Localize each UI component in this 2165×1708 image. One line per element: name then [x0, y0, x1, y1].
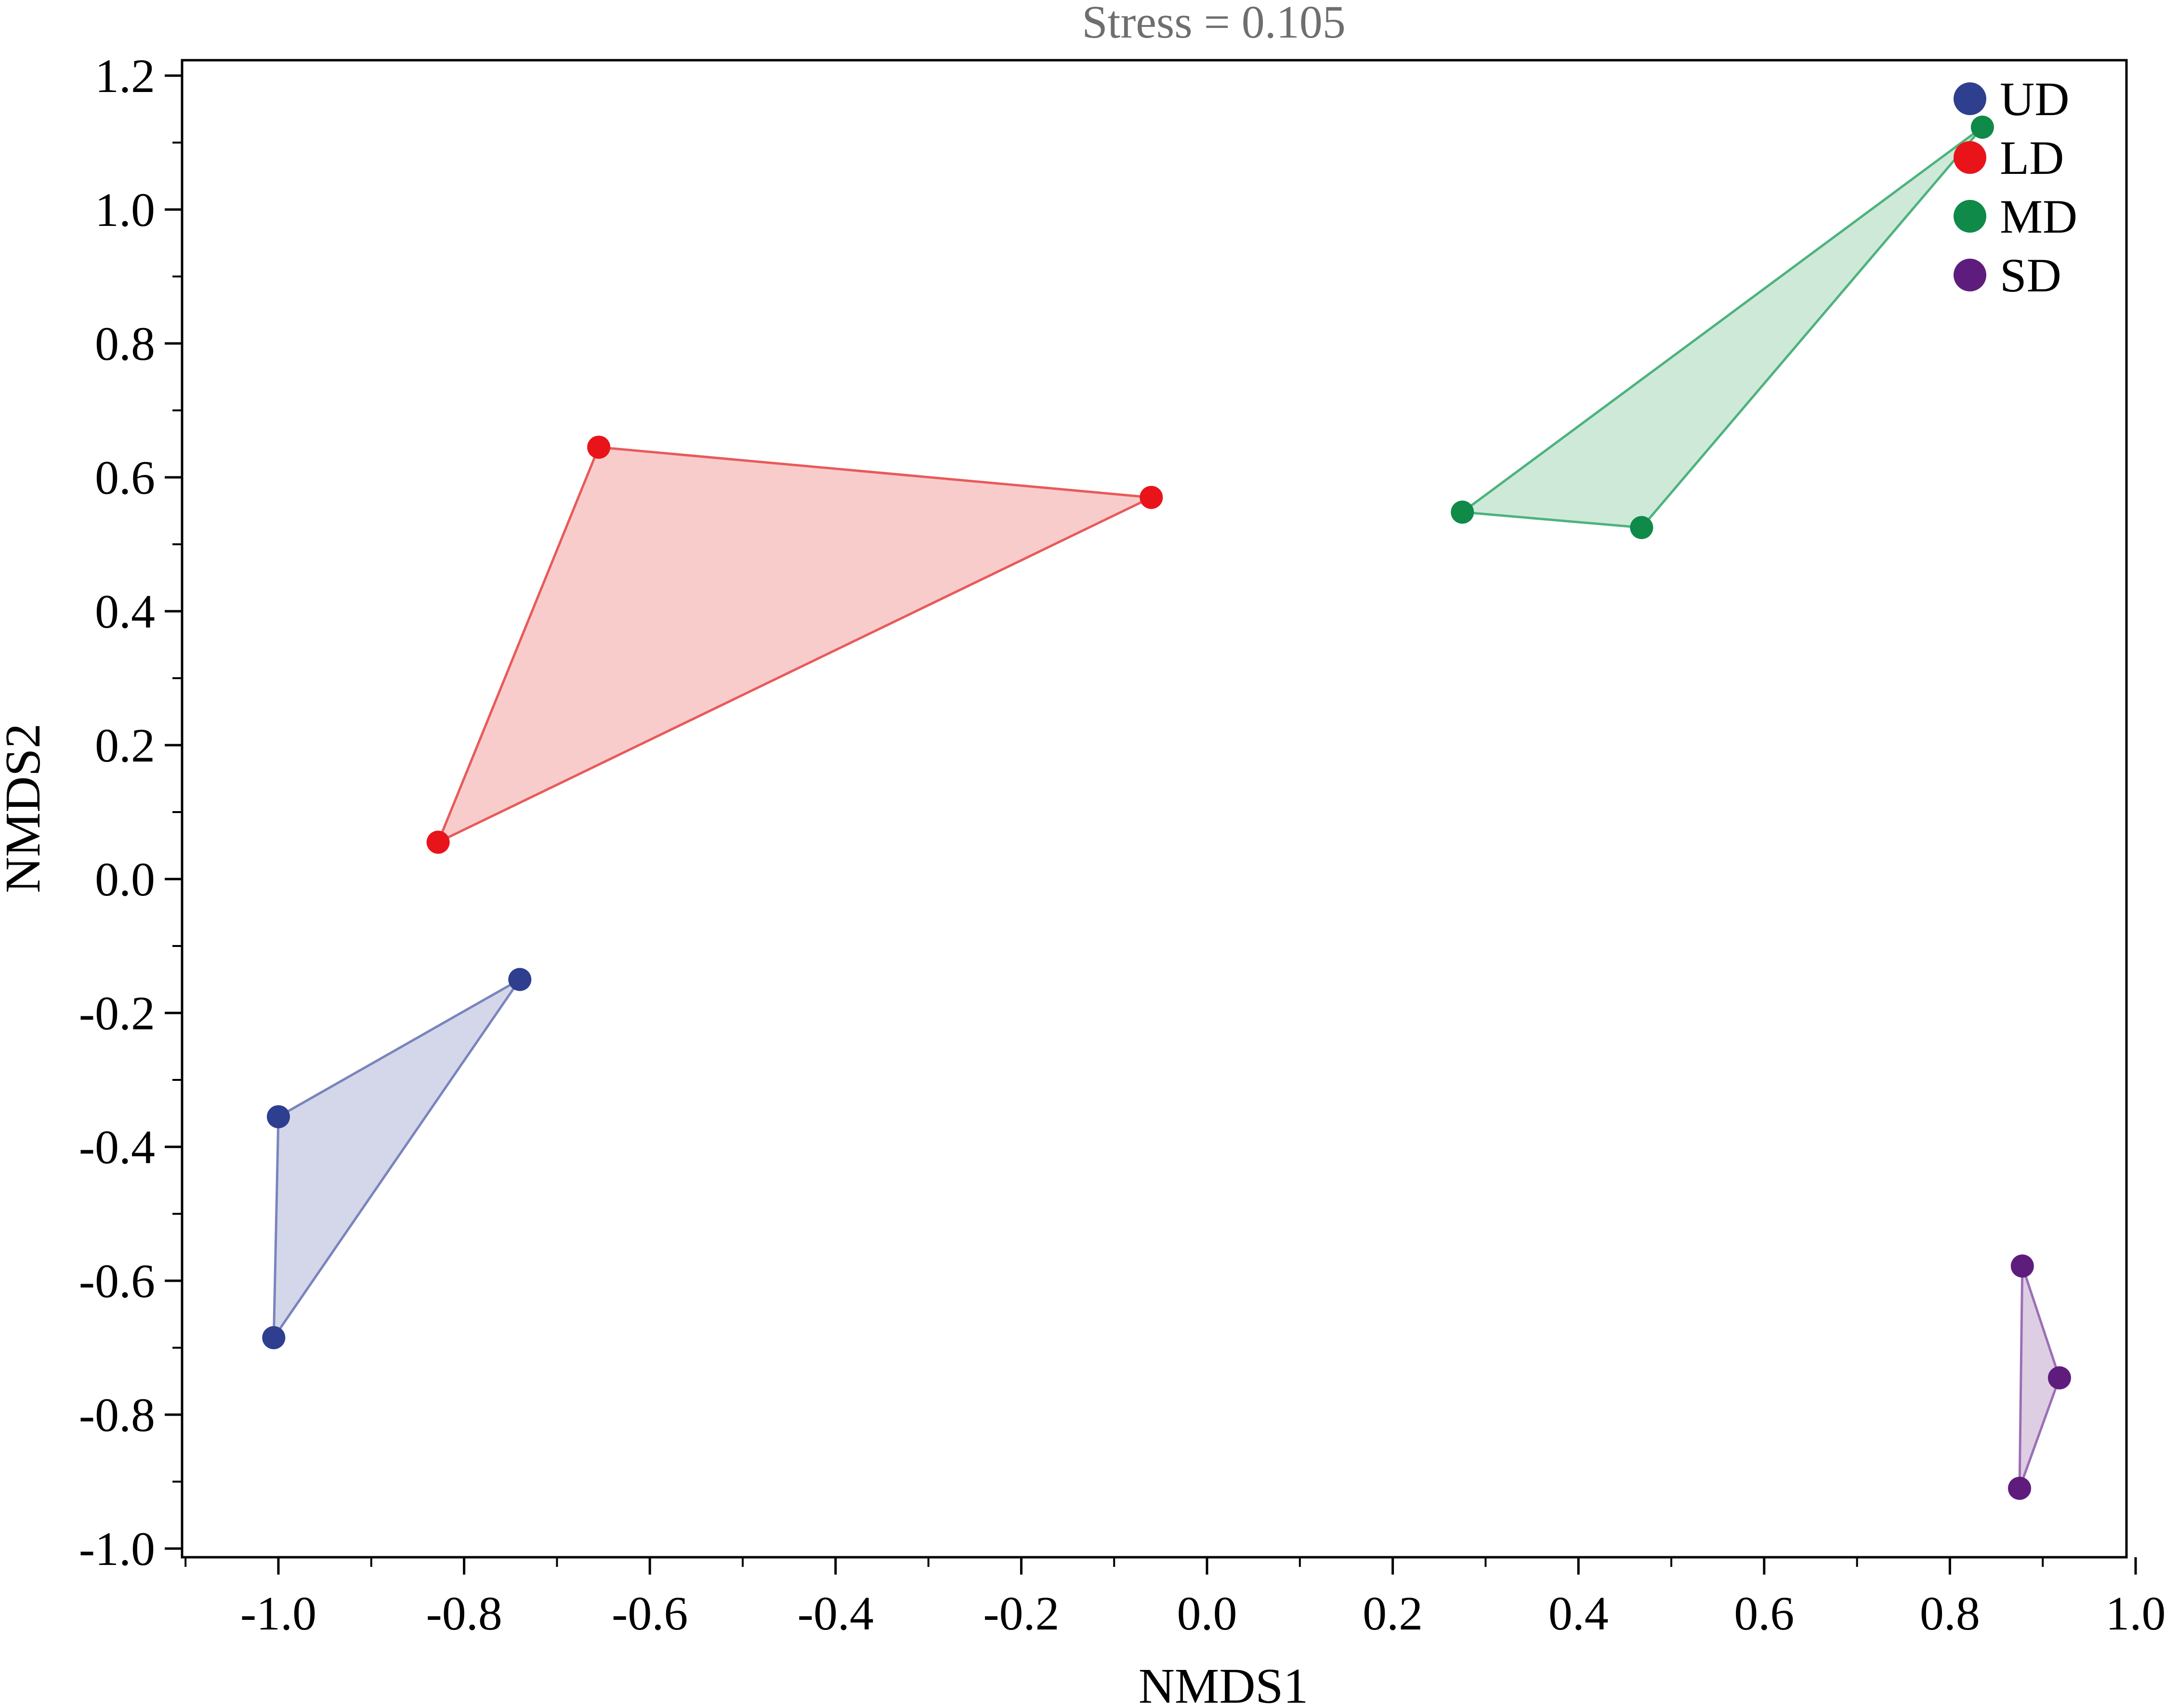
point-md [1970, 116, 1994, 139]
x-tick-label: -1.0 [240, 1587, 316, 1640]
x-tick-label: 0.6 [1734, 1587, 1794, 1640]
legend-marker-sd [1954, 259, 1986, 291]
y-tick-label: 0.0 [95, 853, 155, 906]
y-tick-label: -0.6 [79, 1254, 155, 1308]
x-axis: -1.0 -0.8 -0.6 -0.4 -0.2 0.0 0.2 0.4 0.6 0.8 1.0 [184, 1557, 2165, 1640]
y-tick-label: 1.2 [95, 49, 155, 103]
y-axis-title: NMDS2 [0, 723, 51, 893]
point-sd [2010, 1254, 2034, 1278]
y-tick-label: 0.2 [95, 719, 155, 772]
y-tick-label: 0.4 [95, 585, 155, 638]
x-axis-title: NMDS1 [1139, 1658, 1309, 1708]
point-ud [267, 1105, 290, 1129]
legend-marker-ud [1954, 82, 1986, 115]
x-tick-label: -0.4 [798, 1587, 874, 1640]
x-tick-label: 0.8 [1920, 1587, 1980, 1640]
data-points [262, 116, 2071, 1500]
point-ld [1140, 486, 1163, 509]
point-ud [262, 1326, 286, 1350]
hull-ud [272, 978, 521, 1339]
point-ud [508, 968, 532, 991]
y-tick-label: -0.4 [79, 1120, 155, 1174]
legend-label-sd: SD [2000, 249, 2061, 302]
y-tick-label: -0.8 [79, 1388, 155, 1442]
legend-label-ud: UD [2000, 72, 2069, 126]
group-hulls [272, 126, 2061, 1490]
x-tick-label: 0.4 [1548, 1587, 1609, 1640]
y-tick-label: 0.8 [95, 317, 155, 370]
hull-ld [437, 446, 1153, 844]
y-axis: 1.2 1.0 0.8 0.6 0.4 0.2 0.0 -0.2 -0.4 -0.6 -0.8 -1.… [79, 49, 182, 1576]
y-tick-label: -0.2 [79, 986, 155, 1040]
hull-sd [2018, 1264, 2061, 1490]
point-md [1630, 516, 1653, 539]
point-sd [2008, 1476, 2031, 1500]
x-tick-label: -0.2 [983, 1587, 1059, 1640]
plot-frame [181, 59, 2128, 1559]
y-tick-label: 0.6 [95, 451, 155, 504]
legend-label-ld: LD [2000, 131, 2064, 184]
x-tick-label: -0.8 [426, 1587, 502, 1640]
point-ld [426, 830, 450, 854]
x-tick-label: -0.6 [612, 1587, 688, 1640]
point-ld [587, 435, 611, 459]
point-md [1451, 500, 1474, 524]
x-tick-label: 1.0 [2106, 1587, 2165, 1640]
y-tick-label: 1.0 [95, 183, 155, 236]
y-tick-label: -1.0 [79, 1522, 155, 1576]
x-tick-label: 0.2 [1363, 1587, 1423, 1640]
chart-title: Stress = 0.105 [1082, 0, 1346, 48]
legend-marker-md [1954, 200, 1986, 233]
x-tick-label: 0.0 [1177, 1587, 1237, 1640]
hull-md [1461, 126, 1984, 529]
legend-label-md: MD [2000, 190, 2077, 243]
legend-marker-ld [1954, 141, 1986, 174]
point-sd [2047, 1366, 2071, 1390]
